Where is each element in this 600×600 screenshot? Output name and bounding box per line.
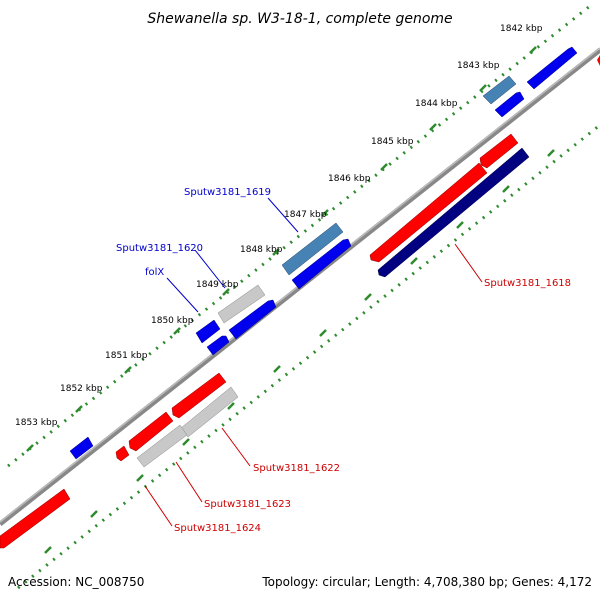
forward-genes [69, 46, 578, 460]
topology-text: Topology: circular; Length: 4,708,380 bp… [261, 575, 592, 589]
gene-arrow-forward[interactable] [291, 238, 352, 290]
map-title: Shewanella sp. W3-18-1, complete genome [147, 11, 452, 27]
gene-label-sputw3181-1624[interactable]: Sputw3181_1624 [174, 523, 261, 534]
gene-arrow-forward[interactable] [206, 335, 230, 356]
gene-label-sputw3181-1620[interactable]: Sputw3181_1620 [116, 243, 203, 254]
gene-arrow-sputw3181-1619[interactable] [281, 222, 344, 276]
ruler-label-1852: 1852 kbp [60, 384, 103, 394]
accession-text: Accession: NC_008750 [8, 575, 144, 589]
gene-arrow-reverse[interactable] [597, 55, 600, 66]
gene-arrow-sputw3181-1623[interactable] [128, 411, 174, 452]
ruler-label-1847: 1847 kbp [284, 210, 327, 220]
gene-label-sputw3181-1618[interactable]: Sputw3181_1618 [484, 278, 571, 289]
outer-ruler-ticks [26, 46, 537, 452]
ruler-label-1848: 1848 kbp [240, 245, 283, 255]
ruler-label-1842: 1842 kbp [500, 24, 543, 34]
gene-arrow-reverse[interactable] [115, 445, 130, 462]
gene-arrow-forward[interactable] [526, 46, 578, 90]
gene-arrow-reverse[interactable] [0, 488, 71, 549]
ruler-label-1843: 1843 kbp [457, 61, 500, 71]
gene-arrow-forward[interactable] [69, 436, 94, 460]
gene-arrow-folx[interactable] [195, 319, 221, 344]
ruler-label-1850: 1850 kbp [151, 316, 194, 326]
outer-ruler-dotted-line [7, 4, 591, 468]
gene-arrow-sputw3181-1620[interactable] [228, 299, 277, 340]
inner-ruler-ticks [44, 149, 555, 554]
gene-label-sputw3181-1619[interactable]: Sputw3181_1619 [184, 187, 271, 198]
gene-arrow-forward[interactable] [494, 91, 525, 118]
gene-arrow-reverse[interactable] [171, 372, 227, 419]
ruler-label-1849: 1849 kbp [196, 280, 239, 290]
ruler-label-1853: 1853 kbp [15, 418, 58, 428]
gene-arrow-neutral[interactable] [217, 284, 266, 324]
gene-arrow-reverse-dark[interactable] [377, 147, 530, 278]
ruler-label-1851: 1851 kbp [105, 351, 148, 361]
gene-arrow-forward[interactable] [482, 75, 517, 105]
gene-arrow-sputw3181-1618[interactable] [369, 162, 488, 263]
reverse-genes [0, 55, 600, 549]
label-leader-lines [144, 197, 483, 527]
gene-label-folx[interactable]: folX [145, 267, 164, 278]
ruler-label-1844: 1844 kbp [415, 99, 458, 109]
ruler-label-1846: 1846 kbp [328, 174, 371, 184]
gene-label-sputw3181-1623[interactable]: Sputw3181_1623 [204, 499, 291, 510]
gene-label-sputw3181-1622[interactable]: Sputw3181_1622 [253, 463, 340, 474]
gene-arrow-sputw3181-1624[interactable] [136, 424, 188, 468]
gene-arrow-reverse[interactable] [479, 133, 519, 169]
ruler-label-1845: 1845 kbp [371, 137, 414, 147]
